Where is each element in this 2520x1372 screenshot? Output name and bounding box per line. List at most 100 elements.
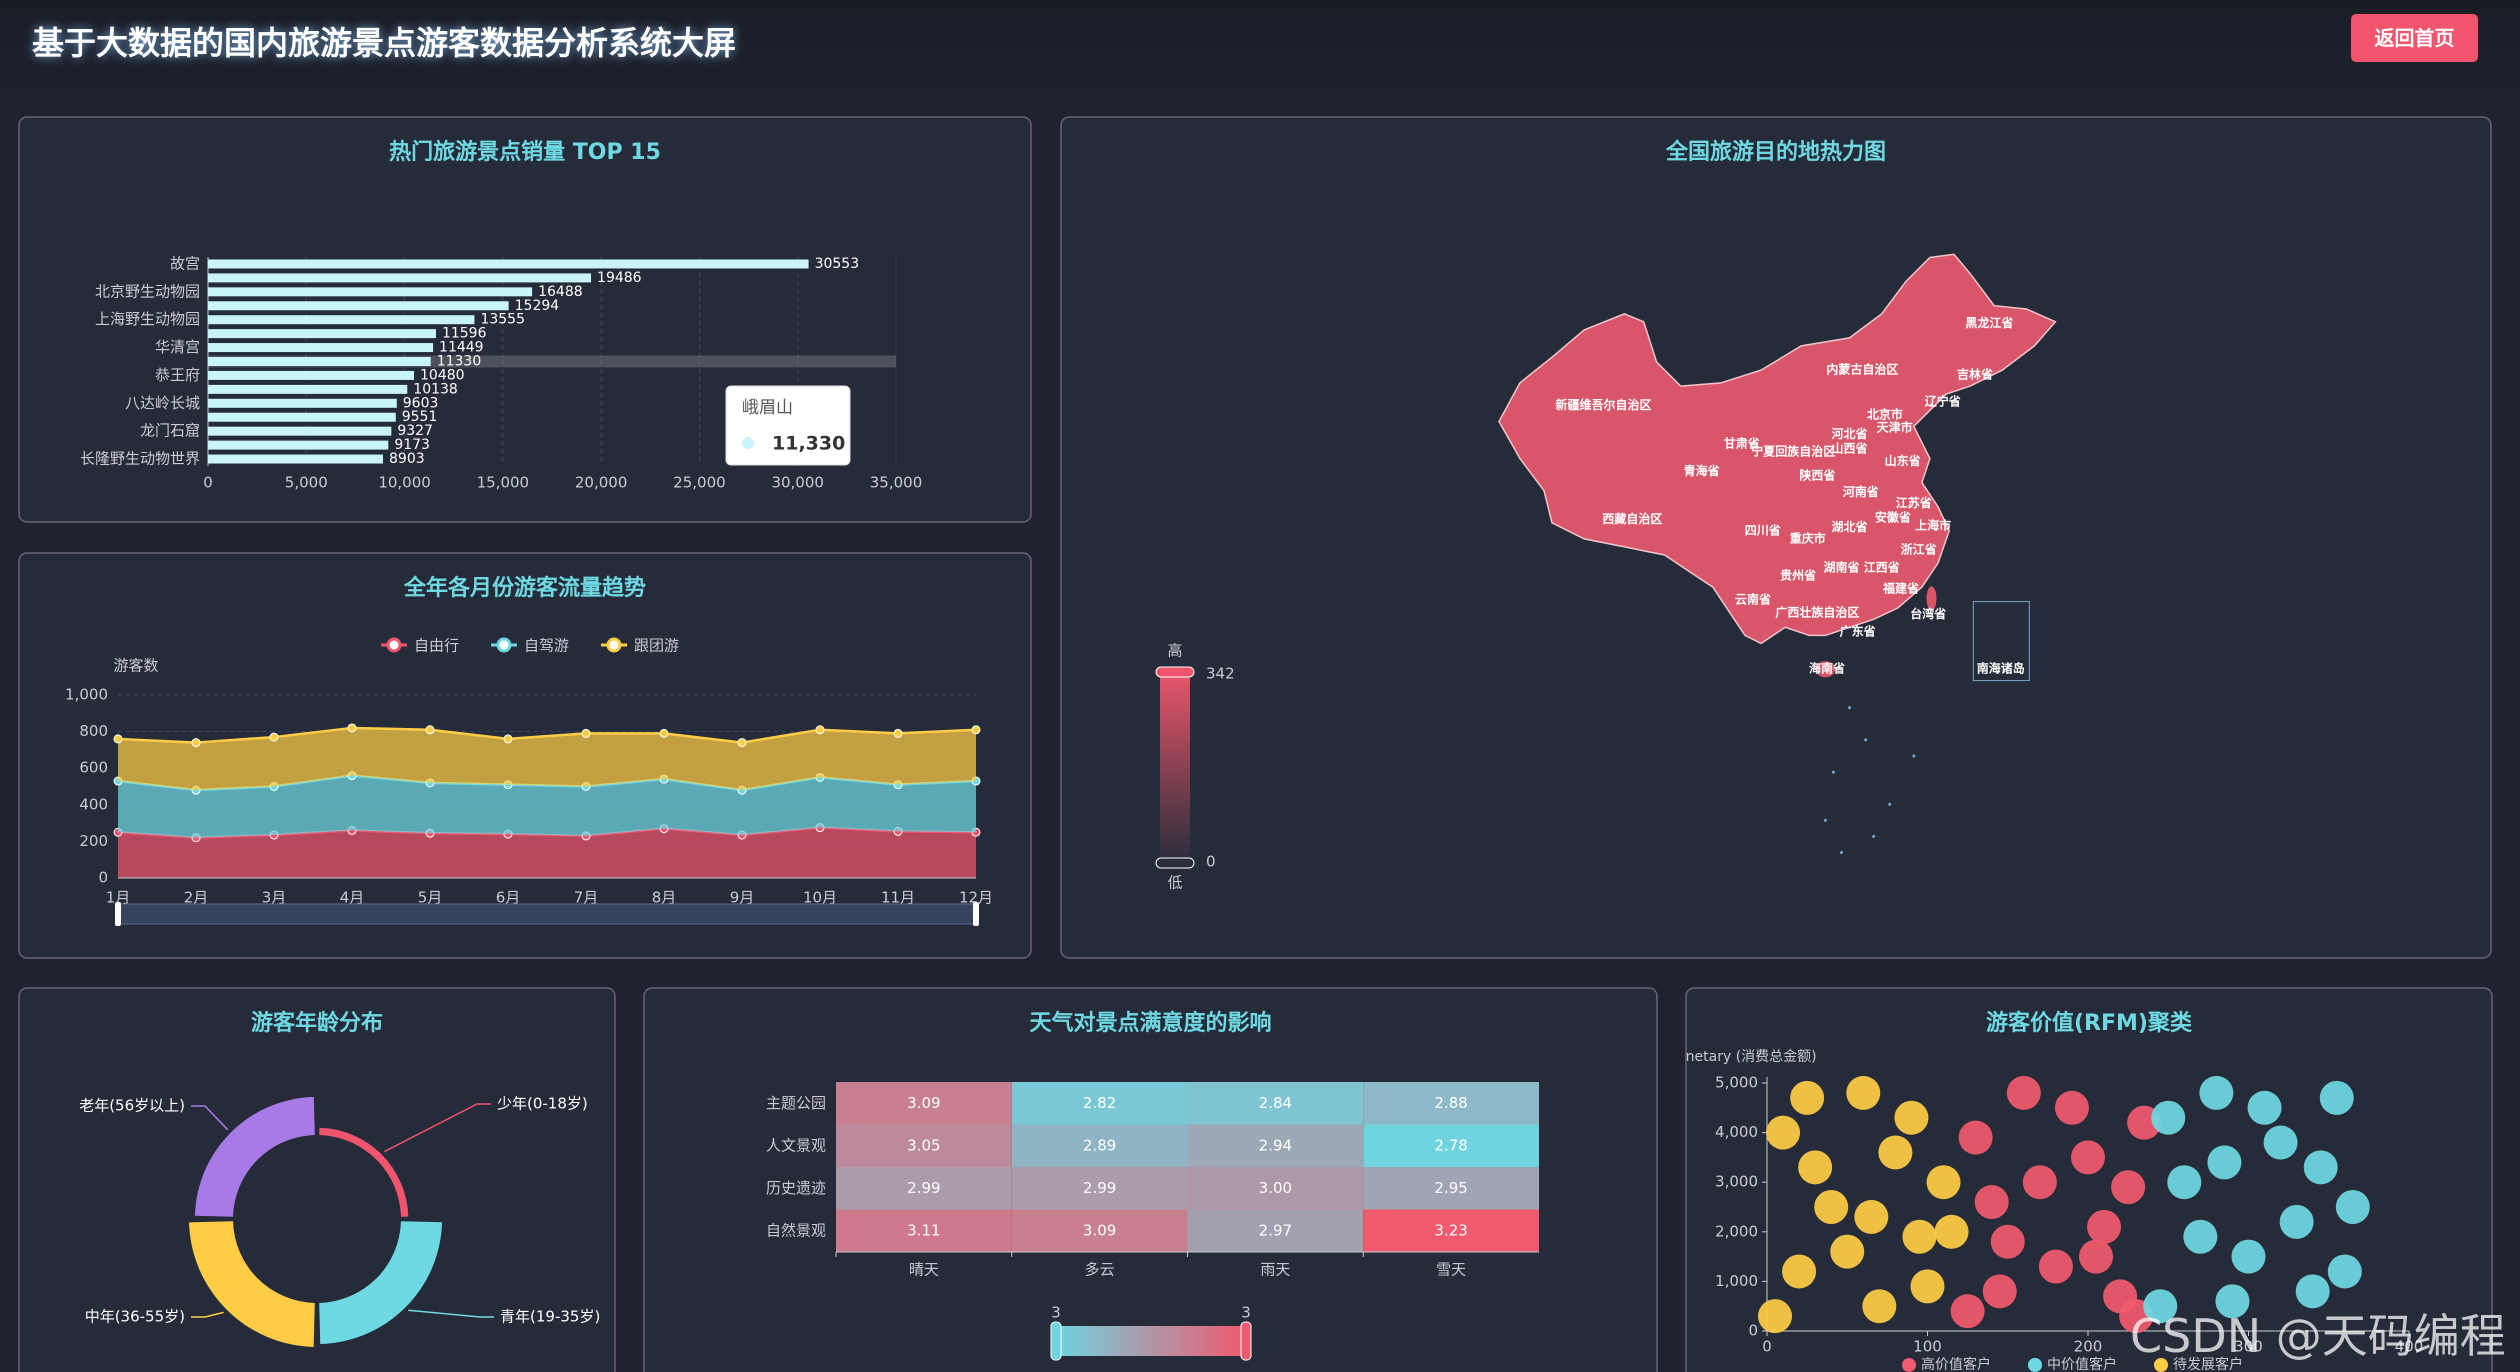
point: [2295, 1274, 2330, 1309]
region-label: 内蒙古自治区: [1826, 362, 1898, 377]
point: [2183, 1219, 2218, 1254]
point: [2327, 1254, 2362, 1289]
island: [1872, 834, 1876, 838]
point: [1982, 1274, 2017, 1309]
tooltip-marker: [742, 437, 754, 449]
pie-label: 中年(36-55岁): [85, 1308, 185, 1326]
region-label: 广东省: [1840, 624, 1876, 639]
zoom-handle: [115, 902, 121, 926]
point: [2022, 1165, 2057, 1200]
y-tick-label: 200: [79, 832, 108, 850]
region-label: 黑龙江省: [1965, 315, 2013, 330]
tooltip-value: 11,330: [772, 433, 845, 455]
x-tick-label: 4月: [340, 889, 365, 907]
point: [581, 728, 591, 738]
point: [2215, 1284, 2250, 1319]
point: [1766, 1115, 1801, 1150]
leader-line: [191, 1311, 224, 1318]
region-label: 台湾省: [1910, 606, 1946, 621]
heat-cell: [836, 1124, 1012, 1167]
panel: 天气对景点满意度的影响 3.09 2.82 2.84 2.88 3.05 2.89 2.94 2…: [643, 987, 1658, 1372]
point: [269, 732, 279, 742]
point: [659, 728, 669, 738]
home-button[interactable]: 返回首页: [2351, 14, 2478, 62]
visual-map-bar: [1056, 1326, 1246, 1356]
point: [1862, 1289, 1897, 1324]
area-fill: [118, 827, 976, 878]
region-label: 四川省: [1745, 522, 1781, 537]
point: [1798, 1150, 1833, 1185]
value-label: 10480: [420, 367, 465, 383]
cell-label: 2.82: [1083, 1094, 1116, 1112]
point: [2207, 1145, 2242, 1180]
pie-label: 青年(19-35岁): [500, 1308, 600, 1326]
point: [2079, 1239, 2114, 1274]
heat-cell: [836, 1082, 1012, 1125]
south-sea-box: [1972, 601, 2030, 682]
x-tick-label: 6月: [496, 889, 521, 907]
x-tick-label: 400: [2395, 1338, 2424, 1356]
x-tick-label: 0: [203, 474, 213, 492]
y-tick-label: 自然景观: [766, 1221, 826, 1239]
panel-title: 全国旅游目的地热力图: [1665, 139, 1886, 165]
region-label: 辽宁省: [1925, 394, 1961, 409]
region-label: 广西壮族自治区: [1775, 604, 1859, 619]
pie-slice: [194, 1096, 315, 1217]
point: [893, 728, 903, 738]
point: [737, 738, 747, 748]
point: [2143, 1289, 2178, 1324]
watermark: CSDN @天码编程: [2130, 1309, 2506, 1363]
region-label: 西藏自治区: [1602, 511, 1662, 526]
value-label: 15294: [515, 298, 560, 314]
region-label: 南海诸岛: [1977, 661, 2025, 676]
point: [1902, 1219, 1937, 1254]
cell-label: 2.78: [1434, 1136, 1467, 1154]
heat-cell: [1187, 1209, 1364, 1252]
bar: [208, 287, 533, 297]
region-label: 新疆维吾尔自治区: [1555, 397, 1651, 412]
data-zoom: [117, 903, 977, 925]
legend-icon: [496, 637, 512, 653]
point: [2167, 1165, 2202, 1200]
region-label: 江西省: [1864, 559, 1900, 574]
panel-title: 全年各月份游客流量趋势: [403, 575, 646, 601]
x-tick-label: 300: [2234, 1338, 2263, 1356]
panel: 全年各月份游客流量趋势 0 200 400 600 800 1,000 游客数 自由行 自驾游 跟团…: [18, 552, 1032, 959]
heat-cell: [1187, 1124, 1364, 1167]
island: [1831, 770, 1835, 774]
cell-label: 3.23: [1434, 1221, 1467, 1239]
point: [2335, 1190, 2370, 1224]
x-tick-label: 雨天: [1260, 1261, 1290, 1279]
value-label: 19486: [597, 270, 642, 286]
visual-map-handle: [1155, 857, 1195, 869]
visual-map-max: 342: [1206, 665, 1235, 683]
bar: [208, 370, 415, 380]
panel-title: 天气对景点满意度的影响: [1029, 1010, 1271, 1036]
y-tick-label: 3,000: [1715, 1173, 1758, 1191]
y-tick-label: 0: [98, 869, 108, 887]
y-tick-label: 八达岭长城: [125, 394, 200, 412]
heat-cell: [836, 1209, 1012, 1252]
series-line: [117, 726, 977, 744]
point: [2151, 1100, 2186, 1135]
area-fill: [118, 727, 976, 791]
point: [1830, 1234, 1865, 1269]
hainan: [1815, 661, 1836, 678]
visual-map-handle: [1050, 1321, 1062, 1361]
y-tick-label: 主题公园: [766, 1094, 826, 1112]
point: [1934, 1214, 1969, 1249]
point: [2054, 1090, 2089, 1125]
visual-map-label: 3: [1051, 1304, 1061, 1322]
value-label: 9173: [394, 437, 430, 453]
y-tick-label: 800: [79, 722, 108, 740]
point: [1878, 1135, 1913, 1170]
page-title: 基于大数据的国内旅游景点游客数据分析系统大屏: [32, 24, 737, 62]
legend-label: 自由行: [414, 637, 459, 655]
point: [425, 725, 435, 735]
region-label: 甘肃省: [1724, 436, 1760, 451]
pie-slice: [319, 1221, 443, 1345]
point: [1990, 1224, 2025, 1259]
cell-label: 3.00: [1259, 1179, 1292, 1197]
hover-band: [208, 355, 896, 368]
